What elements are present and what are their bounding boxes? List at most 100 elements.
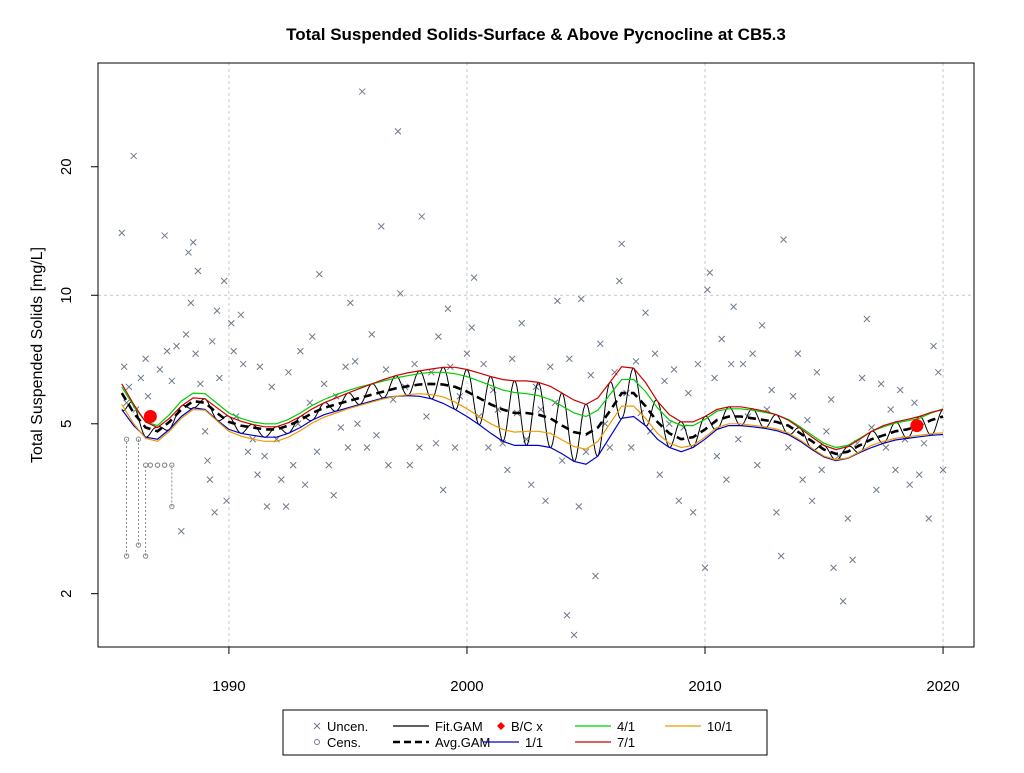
uncensored-point xyxy=(173,342,180,350)
uncensored-point xyxy=(632,358,640,365)
baseline-current-point xyxy=(143,410,157,424)
uncensored-point xyxy=(858,374,866,382)
legend-label: 7/1 xyxy=(617,735,635,750)
uncensored-point xyxy=(915,471,923,479)
uncensored-point xyxy=(727,360,735,368)
uncensored-point xyxy=(670,366,678,373)
uncensored-point xyxy=(439,486,447,494)
uncensored-point xyxy=(182,330,190,338)
legend-label: 10/1 xyxy=(707,719,732,734)
uncensored-point xyxy=(508,355,516,363)
uncensored-point xyxy=(358,88,366,95)
uncensored-point xyxy=(784,444,792,451)
uncensored-point xyxy=(542,497,549,505)
uncensored-point xyxy=(282,503,290,510)
uncensored-point xyxy=(168,377,176,385)
uncensored-point xyxy=(701,564,709,572)
legend-item: Uncen. xyxy=(313,719,368,734)
uncensored-point xyxy=(344,444,352,451)
uncensored-point xyxy=(354,420,361,428)
censored-point xyxy=(154,462,161,468)
legend-symbol-x xyxy=(313,722,321,730)
censored-point xyxy=(169,462,175,468)
uncensored-point xyxy=(592,572,599,580)
uncensored-point xyxy=(527,481,535,489)
uncensored-point xyxy=(316,270,323,278)
uncensored-point xyxy=(615,277,623,285)
plot-area: 1990 2000 2010 2020 2 5 10 20 xyxy=(58,62,975,695)
uncensored-point xyxy=(187,299,195,307)
uncensored-point xyxy=(346,299,354,307)
uncensored-point xyxy=(734,435,742,443)
uncensored-point xyxy=(777,552,785,560)
uncensored-point xyxy=(277,476,285,483)
uncensored-point xyxy=(920,439,928,447)
series-line-1-1 xyxy=(121,394,944,465)
uncensored-point xyxy=(308,333,316,340)
legend-item: 1/1 xyxy=(483,735,543,750)
plot-frame xyxy=(97,62,975,648)
uncensored-point xyxy=(435,333,442,340)
uncensored-point xyxy=(606,444,614,451)
uncensored-point xyxy=(499,439,507,447)
uncensored-point xyxy=(444,305,452,313)
censored-point xyxy=(161,462,168,468)
legend-symbol-diamond xyxy=(497,722,505,730)
y-tick-label: 20 xyxy=(58,158,75,175)
uncensored-point xyxy=(485,444,492,451)
uncensored-point xyxy=(582,448,590,456)
uncensored-point xyxy=(432,439,440,447)
censored-point xyxy=(123,553,130,559)
uncensored-point xyxy=(268,383,276,391)
uncensored-point xyxy=(342,363,349,371)
uncensored-point xyxy=(373,431,380,439)
uncensored-point xyxy=(189,239,197,246)
uncensored-point xyxy=(730,303,737,311)
uncensored-point xyxy=(799,476,806,483)
uncensored-point xyxy=(239,360,247,368)
uncensored-point xyxy=(739,360,747,368)
uncensored-point xyxy=(320,380,328,388)
uncensored-point xyxy=(463,350,471,357)
uncensored-point xyxy=(220,277,228,285)
uncensored-point xyxy=(818,466,826,474)
legend-label: Uncen. xyxy=(327,719,368,734)
x-tick-label: 2010 xyxy=(688,678,721,695)
series-line-4-1 xyxy=(121,371,944,449)
uncensored-point xyxy=(684,389,692,397)
uncensored-point xyxy=(177,527,185,535)
uncensored-point xyxy=(689,509,697,516)
uncensored-point xyxy=(185,249,192,256)
uncensored-point xyxy=(337,424,345,431)
uncensored-point xyxy=(570,631,578,639)
uncensored-point xyxy=(137,374,145,382)
uncensored-point xyxy=(813,368,821,376)
uncensored-point xyxy=(363,444,371,451)
uncensored-point xyxy=(208,337,216,345)
uncensored-point xyxy=(285,368,292,376)
y-tick-label: 10 xyxy=(58,287,75,304)
uncensored-point xyxy=(706,269,714,276)
uncensored-point xyxy=(768,386,776,394)
uncensored-point xyxy=(206,476,214,483)
uncensored-point xyxy=(665,420,673,428)
censored-point xyxy=(142,553,149,559)
uncensored-point xyxy=(827,396,835,403)
uncensored-point xyxy=(480,360,487,368)
uncensored-point xyxy=(713,452,721,460)
uncensored-point xyxy=(565,355,573,363)
legend-item: Avg.GAM xyxy=(393,735,490,750)
uncensored-point xyxy=(930,342,937,350)
uncensored-point xyxy=(306,399,314,407)
y-tick-label: 5 xyxy=(58,420,75,428)
uncensored-point xyxy=(194,267,202,275)
uncensored-point xyxy=(301,481,309,489)
uncensored-point xyxy=(494,406,502,413)
uncensored-point xyxy=(289,461,297,469)
uncensored-point xyxy=(351,358,359,365)
uncensored-point xyxy=(868,424,875,431)
uncensored-point xyxy=(563,611,571,619)
uncensored-point xyxy=(192,350,199,357)
uncensored-point xyxy=(313,448,321,456)
